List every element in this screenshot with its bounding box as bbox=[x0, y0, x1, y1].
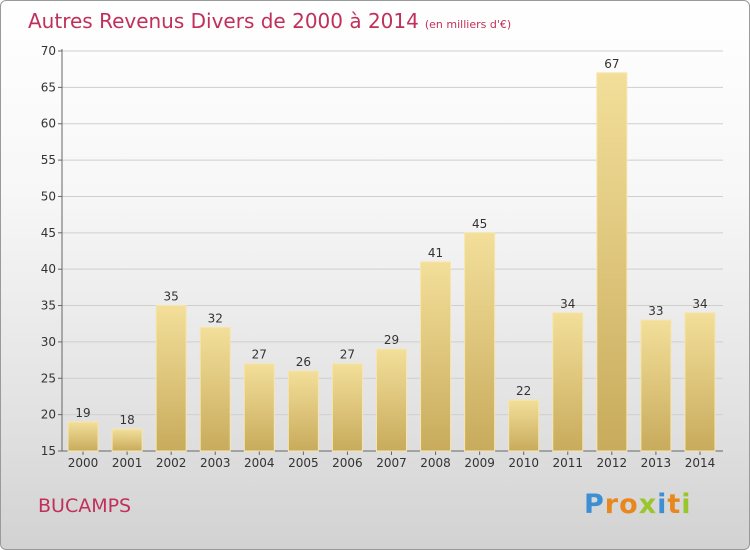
y-tick-label: 50 bbox=[41, 189, 56, 203]
x-tick-label-2009: 2009 bbox=[464, 456, 495, 470]
y-tick-label: 40 bbox=[41, 262, 56, 276]
data-label-2010: 22 bbox=[516, 384, 531, 398]
bar-2002 bbox=[155, 305, 187, 452]
data-label-2014: 34 bbox=[692, 297, 707, 311]
bar-2011 bbox=[552, 312, 584, 452]
x-tick-label-2001: 2001 bbox=[112, 456, 143, 470]
bars bbox=[67, 72, 716, 452]
x-tick-label-2008: 2008 bbox=[420, 456, 451, 470]
logo-letter: P bbox=[584, 489, 605, 520]
y-tick-label: 35 bbox=[41, 299, 56, 313]
logo-letter: r bbox=[604, 489, 620, 520]
x-tick-label-2004: 2004 bbox=[244, 456, 275, 470]
y-tick-label: 45 bbox=[41, 226, 56, 240]
proxiti-logo[interactable]: Proxiti bbox=[584, 489, 692, 520]
data-label-2012: 67 bbox=[604, 57, 619, 71]
y-tick-label: 55 bbox=[41, 153, 56, 167]
data-label-2006: 27 bbox=[340, 348, 355, 362]
bar-2014 bbox=[684, 312, 716, 452]
x-tick-label-2010: 2010 bbox=[508, 456, 539, 470]
bar-2001 bbox=[111, 428, 143, 452]
bar-2013 bbox=[640, 319, 672, 452]
bar-2007 bbox=[376, 348, 407, 452]
data-label-2005: 26 bbox=[296, 355, 311, 369]
bar-2005 bbox=[287, 370, 319, 452]
y-tick-label: 15 bbox=[41, 444, 56, 458]
logo-letter: o bbox=[619, 489, 639, 520]
data-label-2011: 34 bbox=[560, 297, 575, 311]
bar-2010 bbox=[508, 399, 540, 452]
logo-letter: t bbox=[667, 489, 682, 520]
bar-2008 bbox=[420, 261, 452, 452]
data-label-2004: 27 bbox=[252, 348, 267, 362]
x-tick-label-2005: 2005 bbox=[288, 456, 319, 470]
labels: 19 2000 18 2001 35 2002 32 2003 27 2004 26 2005 27 20… bbox=[68, 57, 715, 470]
x-tick-label-2014: 2014 bbox=[685, 456, 716, 470]
y-tick-label: 70 bbox=[41, 44, 56, 58]
logo-letter: i bbox=[657, 489, 668, 520]
x-tick-label-2011: 2011 bbox=[552, 456, 583, 470]
y-tick-label: 30 bbox=[41, 335, 56, 349]
data-label-2008: 41 bbox=[428, 246, 443, 260]
logo-letter: i bbox=[681, 489, 692, 520]
y-tick-label: 25 bbox=[41, 371, 56, 385]
commune-name: BUCAMPS bbox=[38, 495, 132, 517]
data-label-2003: 32 bbox=[208, 311, 223, 325]
y-tick-label: 60 bbox=[41, 117, 56, 131]
x-tick-label-2002: 2002 bbox=[156, 456, 187, 470]
x-tick-label-2006: 2006 bbox=[332, 456, 363, 470]
y-tick-label: 65 bbox=[41, 80, 56, 94]
bar-2000 bbox=[67, 421, 99, 452]
data-label-2013: 33 bbox=[648, 304, 663, 318]
bar-2004 bbox=[243, 363, 275, 452]
data-label-2000: 19 bbox=[75, 406, 90, 420]
data-label-2007: 29 bbox=[384, 333, 399, 347]
x-tick-label-2013: 2013 bbox=[641, 456, 672, 470]
bar-2003 bbox=[199, 326, 231, 452]
logo-letter: x bbox=[638, 489, 658, 520]
data-label-2009: 45 bbox=[472, 217, 487, 231]
chart-title-text: Autres Revenus Divers de 2000 à 2014 bbox=[28, 9, 419, 33]
x-tick-label-2007: 2007 bbox=[376, 456, 407, 470]
x-tick-label-2003: 2003 bbox=[200, 456, 231, 470]
x-tick-label-2000: 2000 bbox=[68, 456, 99, 470]
bar-2009 bbox=[464, 232, 496, 452]
data-label-2001: 18 bbox=[119, 413, 134, 427]
y-tick-label: 20 bbox=[41, 408, 56, 422]
data-label-2002: 35 bbox=[164, 290, 179, 304]
x-tick-label-2012: 2012 bbox=[597, 456, 628, 470]
bar-2006 bbox=[331, 363, 363, 452]
chart-unit: (en milliers d'€) bbox=[424, 18, 512, 31]
bar-2012 bbox=[596, 72, 628, 452]
chart-title: Autres Revenus Divers de 2000 à 2014 (en … bbox=[28, 9, 511, 33]
